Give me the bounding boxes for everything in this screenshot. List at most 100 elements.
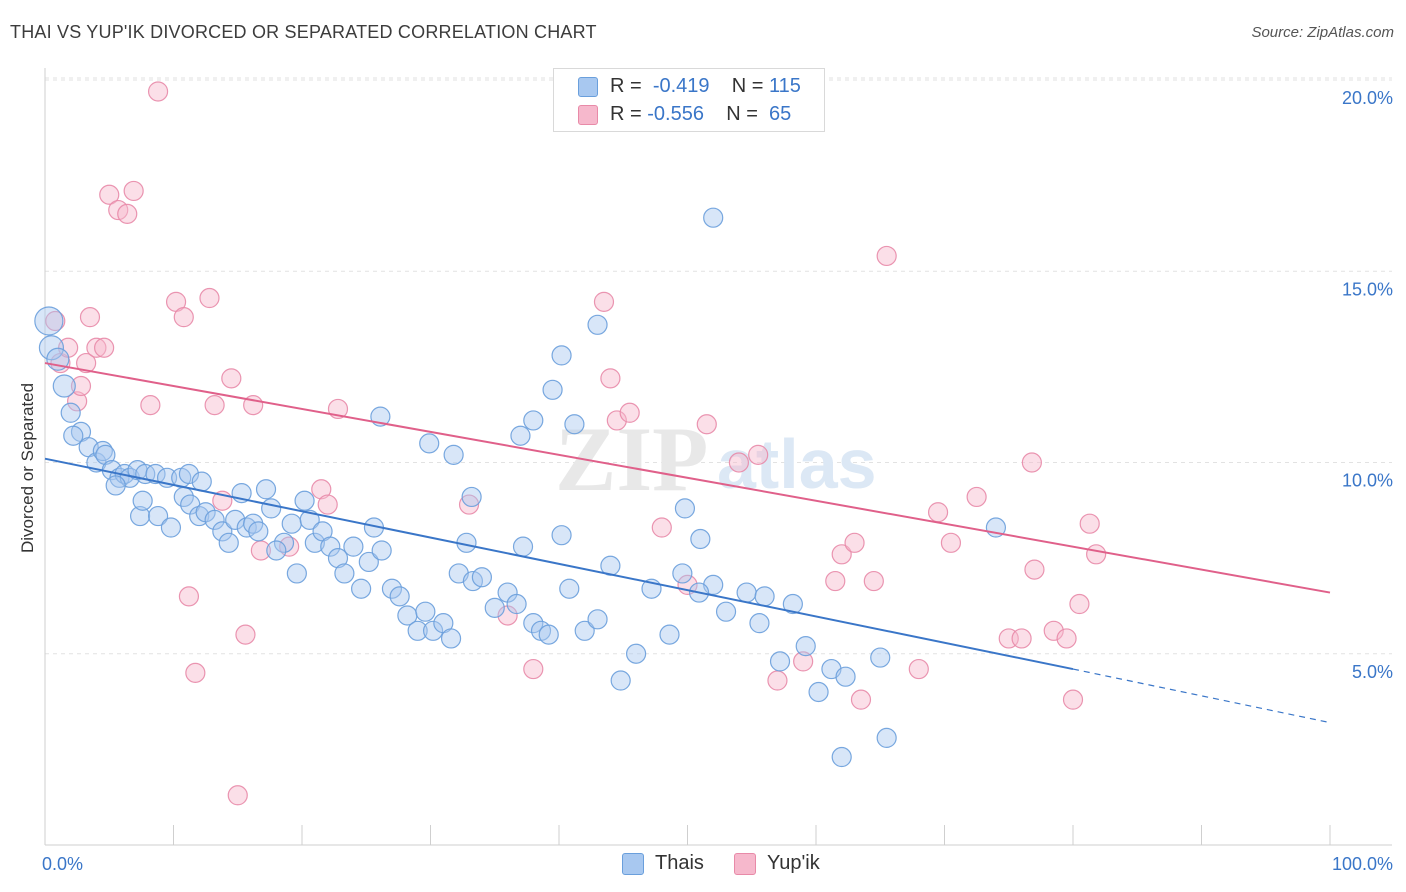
- data-point: [523, 658, 544, 680]
- data-point: [793, 651, 814, 672]
- data-point: [389, 586, 410, 607]
- data-point: [99, 184, 120, 205]
- data-point: [117, 203, 138, 224]
- data-point: [147, 505, 169, 527]
- data-point: [703, 207, 724, 228]
- thais-swatch: [578, 77, 598, 97]
- y-tick-label: 5.0%: [1352, 662, 1393, 682]
- thais-legend-label: Thais: [655, 852, 704, 874]
- chart-title: THAI VS YUP'IK DIVORCED OR SEPARATED COR…: [10, 22, 597, 42]
- data-point: [334, 563, 355, 584]
- data-point: [587, 314, 608, 335]
- data-point: [736, 582, 757, 603]
- data-point: [79, 307, 101, 328]
- data-point: [440, 628, 462, 649]
- data-point: [45, 310, 66, 332]
- r-value: -0.556: [647, 103, 704, 125]
- data-point: [371, 540, 392, 561]
- data-point: [160, 517, 182, 538]
- data-point: [317, 494, 338, 515]
- data-point: [542, 379, 563, 400]
- data-point: [484, 597, 505, 618]
- data-point: [966, 486, 987, 508]
- data-point: [600, 368, 621, 389]
- data-point: [70, 375, 92, 397]
- data-point: [876, 727, 897, 749]
- data-point: [422, 620, 444, 641]
- data-point: [506, 593, 527, 615]
- data-point: [236, 517, 257, 538]
- yupik-trend-line: [44, 362, 1331, 594]
- data-point: [1062, 689, 1084, 710]
- data-point: [286, 563, 307, 584]
- yupik-legend-label: Yup'ik: [767, 852, 820, 874]
- data-point: [651, 517, 672, 538]
- data-point: [227, 785, 248, 806]
- data-point: [294, 490, 315, 511]
- data-point: [619, 402, 640, 423]
- data-point: [218, 532, 239, 553]
- yupik-legend-swatch: [734, 853, 756, 875]
- data-point: [320, 536, 341, 557]
- data-point: [754, 586, 775, 607]
- data-point: [299, 509, 320, 530]
- data-point: [1079, 513, 1100, 534]
- data-point: [835, 666, 856, 687]
- data-point: [266, 540, 287, 561]
- data-point: [825, 570, 846, 592]
- data-point: [606, 410, 627, 431]
- data-point: [63, 425, 84, 446]
- data-point: [92, 440, 113, 462]
- data-point: [204, 395, 225, 416]
- data-point: [343, 536, 364, 557]
- correlation-legend: R = -0.419 N = 115 R = -0.556 N = 65: [553, 68, 825, 132]
- data-point: [461, 486, 482, 508]
- data-point: [767, 670, 788, 691]
- data-point: [538, 624, 559, 645]
- data-point: [419, 433, 440, 454]
- thais-legend-swatch: [622, 853, 644, 875]
- data-point: [351, 578, 372, 599]
- data-point: [844, 532, 865, 553]
- data-point: [221, 368, 242, 389]
- data-point: [593, 291, 615, 312]
- data-point: [235, 624, 256, 645]
- data-point: [86, 337, 107, 358]
- x-tick-label: 100.0%: [1332, 854, 1393, 874]
- data-point: [255, 479, 277, 500]
- data-point: [748, 444, 769, 465]
- data-point: [610, 670, 631, 691]
- data-point: [674, 498, 696, 519]
- data-point: [940, 532, 962, 553]
- data-point: [105, 475, 126, 496]
- data-point: [471, 567, 492, 588]
- legend-text: R = -0.556 N = 65: [610, 103, 791, 126]
- y-axis-label: Divorced or Separated: [18, 382, 37, 553]
- watermark: ZIP atlas: [555, 408, 877, 510]
- data-point: [690, 528, 711, 550]
- data-point: [132, 490, 153, 511]
- thais-trend-line: [44, 457, 1074, 671]
- data-point: [1069, 593, 1090, 615]
- data-point: [870, 647, 891, 668]
- data-point: [769, 651, 791, 672]
- n-label: N =: [726, 103, 758, 125]
- data-point: [564, 414, 585, 435]
- legend-text: R = -0.419 N = 115: [610, 75, 801, 98]
- data-point: [523, 613, 544, 634]
- data-point: [145, 463, 166, 485]
- y-axis-label-wrap: Divorced or Separated: [18, 383, 38, 553]
- data-point: [38, 335, 65, 361]
- data-point: [659, 624, 680, 645]
- data-point: [523, 410, 544, 431]
- data-point: [95, 444, 116, 465]
- data-point: [863, 570, 884, 592]
- n-label: N =: [731, 75, 764, 97]
- data-point: [178, 463, 200, 485]
- data-point: [76, 352, 97, 374]
- y-tick-label: 20.0%: [1342, 88, 1393, 108]
- y-tick-label: 15.0%: [1342, 279, 1393, 299]
- thais-points: [34, 207, 1007, 768]
- data-point: [1011, 628, 1032, 649]
- data-point: [173, 307, 194, 328]
